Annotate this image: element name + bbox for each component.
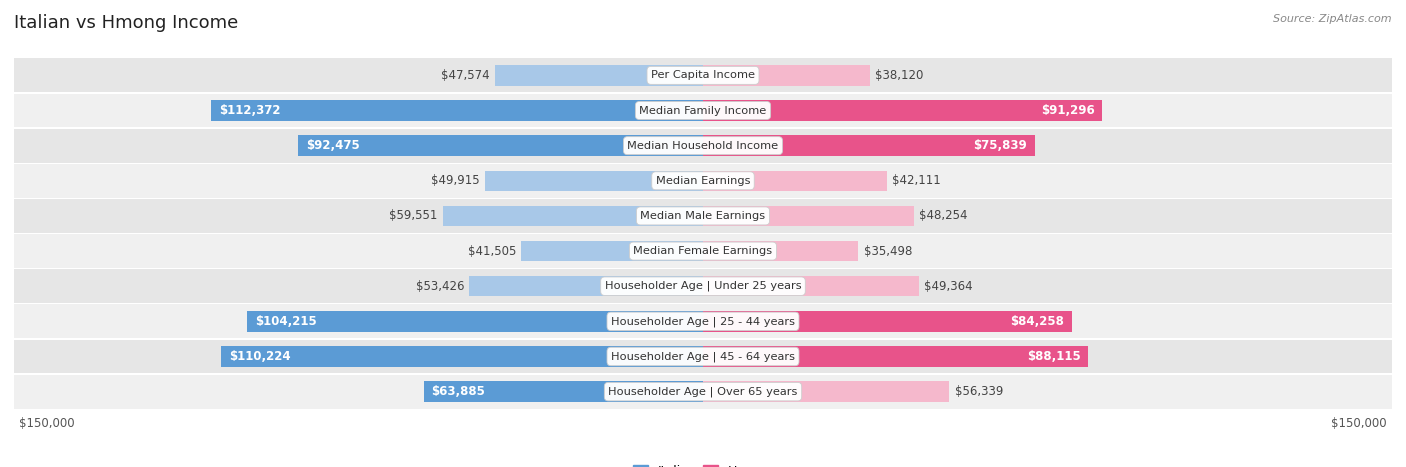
Text: Per Capita Income: Per Capita Income — [651, 71, 755, 80]
Bar — [14, 340, 1392, 373]
Text: Median Family Income: Median Family Income — [640, 106, 766, 115]
Bar — [14, 234, 1392, 268]
Bar — [703, 241, 858, 261]
Bar — [485, 170, 703, 191]
Text: Median Male Earnings: Median Male Earnings — [641, 211, 765, 221]
Bar — [14, 129, 1392, 163]
Text: Householder Age | 45 - 64 years: Householder Age | 45 - 64 years — [612, 351, 794, 362]
Text: $63,885: $63,885 — [432, 385, 485, 398]
Text: $53,426: $53,426 — [416, 280, 464, 293]
Text: Median Earnings: Median Earnings — [655, 176, 751, 186]
Text: $59,551: $59,551 — [389, 209, 437, 222]
Bar — [14, 269, 1392, 303]
Text: $75,839: $75,839 — [973, 139, 1026, 152]
Text: $49,915: $49,915 — [430, 174, 479, 187]
Text: $49,364: $49,364 — [924, 280, 973, 293]
Bar — [221, 347, 703, 367]
Bar — [703, 206, 914, 226]
Text: Householder Age | Over 65 years: Householder Age | Over 65 years — [609, 386, 797, 397]
Text: $104,215: $104,215 — [254, 315, 316, 328]
Bar — [470, 276, 703, 297]
Bar — [14, 375, 1392, 409]
Bar — [703, 65, 870, 85]
Text: $56,339: $56,339 — [955, 385, 1002, 398]
Text: Householder Age | 25 - 44 years: Householder Age | 25 - 44 years — [612, 316, 794, 326]
Bar — [14, 304, 1392, 338]
Text: $112,372: $112,372 — [219, 104, 281, 117]
Text: Italian vs Hmong Income: Italian vs Hmong Income — [14, 14, 238, 32]
Bar — [14, 94, 1392, 127]
Bar — [703, 311, 1071, 332]
Bar — [443, 206, 703, 226]
Text: $88,115: $88,115 — [1026, 350, 1081, 363]
Text: $48,254: $48,254 — [920, 209, 967, 222]
Bar — [703, 170, 887, 191]
Text: $47,574: $47,574 — [441, 69, 489, 82]
Bar — [298, 135, 703, 156]
Text: $92,475: $92,475 — [307, 139, 360, 152]
Bar — [14, 164, 1392, 198]
Text: Median Female Earnings: Median Female Earnings — [634, 246, 772, 256]
Bar — [211, 100, 703, 120]
Text: $42,111: $42,111 — [893, 174, 941, 187]
Text: $84,258: $84,258 — [1010, 315, 1064, 328]
Bar — [703, 100, 1102, 120]
Bar — [703, 382, 949, 402]
Bar — [703, 276, 920, 297]
Bar — [522, 241, 703, 261]
Text: $91,296: $91,296 — [1040, 104, 1094, 117]
Text: $35,498: $35,498 — [863, 245, 912, 258]
Bar — [703, 347, 1088, 367]
Text: Median Household Income: Median Household Income — [627, 141, 779, 151]
Bar — [703, 135, 1035, 156]
Text: Source: ZipAtlas.com: Source: ZipAtlas.com — [1274, 14, 1392, 24]
Bar — [14, 58, 1392, 92]
Bar — [247, 311, 703, 332]
Text: Householder Age | Under 25 years: Householder Age | Under 25 years — [605, 281, 801, 291]
Text: $38,120: $38,120 — [875, 69, 924, 82]
Bar — [14, 199, 1392, 233]
Text: $110,224: $110,224 — [229, 350, 291, 363]
Bar — [423, 382, 703, 402]
Legend: Italian, Hmong: Italian, Hmong — [628, 460, 778, 467]
Bar — [495, 65, 703, 85]
Text: $41,505: $41,505 — [468, 245, 516, 258]
